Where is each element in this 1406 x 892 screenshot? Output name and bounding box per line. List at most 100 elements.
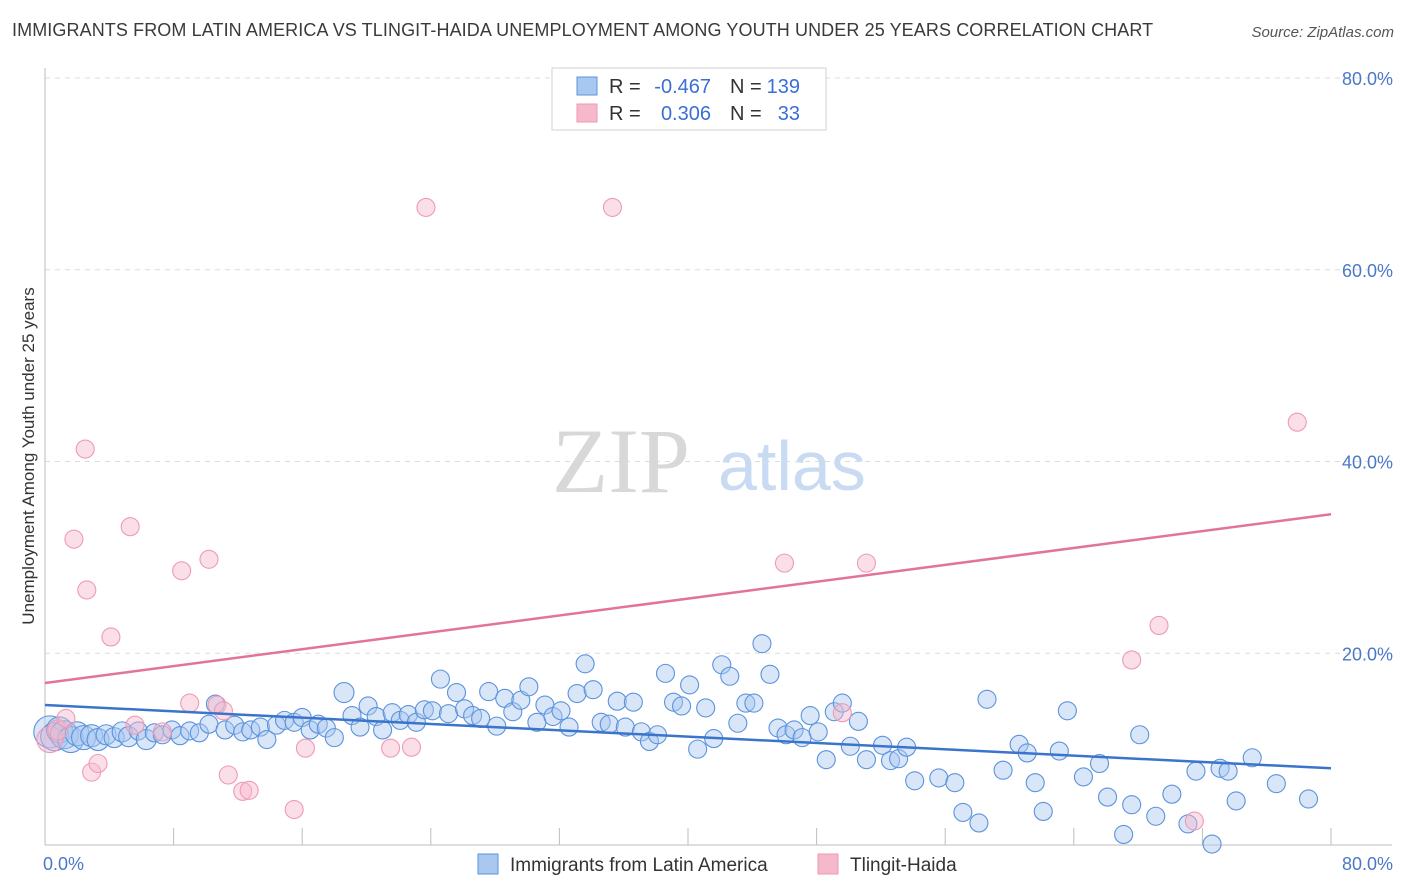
point-s0-49 — [430, 669, 450, 689]
point-s0-134 — [1242, 748, 1262, 768]
point-s0-116 — [1025, 773, 1045, 793]
x-tick-label-0: 0.0% — [43, 854, 84, 874]
point-s0-52 — [455, 699, 475, 719]
point-s0-120 — [1073, 767, 1093, 787]
legend-r-label-2: R = — [609, 103, 641, 125]
point-s0-25 — [233, 722, 253, 742]
watermark-zip: ZIP — [552, 410, 690, 512]
trend-lines — [44, 512, 1332, 770]
bottom-legend: Immigrants from Latin America Tlingit-Ha… — [477, 853, 957, 876]
point-s0-58 — [503, 702, 523, 722]
point-s1-30 — [1149, 615, 1169, 635]
bottom-legend-swatch-blue — [477, 853, 499, 875]
point-s0-95 — [800, 706, 820, 726]
data-points — [33, 197, 1319, 854]
point-s0-127 — [1162, 784, 1182, 804]
point-s0-85 — [720, 666, 740, 686]
point-s0-91 — [768, 718, 788, 738]
point-s0-126 — [1146, 806, 1166, 826]
point-s1-25 — [602, 197, 622, 217]
point-s0-109 — [945, 773, 965, 793]
point-s0-48 — [422, 701, 442, 721]
point-s1-10 — [125, 715, 145, 735]
point-s1-3 — [64, 529, 84, 549]
point-s0-28 — [257, 729, 277, 750]
point-s1-17 — [218, 765, 238, 785]
point-s1-2 — [56, 708, 76, 728]
point-s0-66 — [567, 683, 587, 704]
bottom-legend-label-1: Immigrants from Latin America — [510, 855, 768, 876]
point-s0-118 — [1049, 741, 1069, 761]
point-s0-12 — [118, 726, 140, 748]
point-s1-8 — [101, 627, 121, 647]
point-s0-3 — [49, 720, 79, 750]
point-s0-100 — [840, 736, 860, 756]
point-s1-7 — [88, 753, 108, 774]
point-s0-108 — [929, 768, 949, 788]
bottom-legend-label-2: Tlingit-Haida — [850, 855, 957, 876]
legend-n-label-2: N = — [730, 103, 762, 125]
point-s0-99 — [832, 693, 852, 713]
point-s0-96 — [808, 722, 828, 742]
grid-lines — [45, 77, 1392, 654]
point-s0-132 — [1218, 761, 1238, 781]
point-s0-101 — [848, 711, 868, 731]
point-s0-27 — [250, 717, 270, 737]
point-s1-5 — [77, 580, 97, 600]
point-s0-129 — [1186, 761, 1206, 781]
point-s0-64 — [551, 701, 571, 721]
legend-r-value-1: -0.467 — [654, 76, 711, 98]
point-s0-65 — [559, 717, 579, 737]
point-s1-1 — [47, 719, 69, 741]
point-s1-0 — [36, 725, 64, 754]
point-s0-125 — [1130, 725, 1150, 745]
point-s0-87 — [736, 693, 756, 713]
point-s0-74 — [631, 722, 651, 742]
point-s0-55 — [479, 682, 499, 702]
point-s0-21 — [199, 714, 219, 734]
point-s0-117 — [1033, 801, 1053, 821]
point-s0-70 — [599, 714, 619, 734]
chart-title: IMMIGRANTS FROM LATIN AMERICA VS TLINGIT… — [12, 20, 1154, 40]
legend-r-value-2: 0.306 — [661, 103, 711, 125]
point-s0-124 — [1122, 795, 1142, 815]
y-tick-label-0: 20.0% — [1342, 644, 1393, 664]
point-s0-105 — [889, 749, 909, 769]
point-s1-29 — [1122, 650, 1142, 670]
point-s0-60 — [519, 677, 539, 697]
point-s0-123 — [1114, 824, 1134, 845]
point-s0-107 — [905, 771, 925, 791]
point-s1-21 — [295, 738, 315, 758]
point-s0-50 — [438, 704, 459, 724]
point-s1-4 — [75, 439, 95, 459]
point-s0-93 — [784, 720, 804, 740]
point-s1-24 — [416, 197, 436, 217]
point-s0-36 — [324, 728, 344, 748]
point-s0-88 — [744, 693, 764, 713]
watermark-atlas: atlas — [718, 427, 866, 505]
point-s0-68 — [583, 680, 603, 700]
legend-n-value-2: 33 — [778, 103, 800, 125]
point-s0-40 — [358, 696, 378, 716]
point-s0-102 — [856, 750, 876, 770]
point-s0-82 — [696, 698, 716, 718]
point-s1-19 — [239, 780, 259, 800]
y-axis-label: Unemployment Among Youth under 25 years — [19, 287, 38, 624]
point-s1-20 — [284, 799, 304, 820]
point-s0-97 — [816, 750, 836, 770]
legend-n-label-1: N = — [730, 76, 762, 98]
point-s0-94 — [792, 728, 812, 748]
point-s0-133 — [1226, 791, 1246, 811]
y-tick-label-1: 40.0% — [1342, 453, 1393, 473]
point-s1-14 — [199, 549, 219, 569]
point-s0-89 — [752, 634, 772, 654]
point-s0-54 — [471, 708, 491, 728]
trend-line-1 — [44, 512, 1332, 685]
point-s0-67 — [575, 654, 595, 674]
point-s0-19 — [180, 721, 200, 741]
point-s0-81 — [688, 739, 708, 759]
trend-line-0 — [44, 703, 1332, 770]
y-tick-labels: 20.0% 40.0% 60.0% 80.0% — [1342, 69, 1393, 664]
point-s0-86 — [728, 713, 748, 733]
point-s0-136 — [1298, 789, 1319, 809]
